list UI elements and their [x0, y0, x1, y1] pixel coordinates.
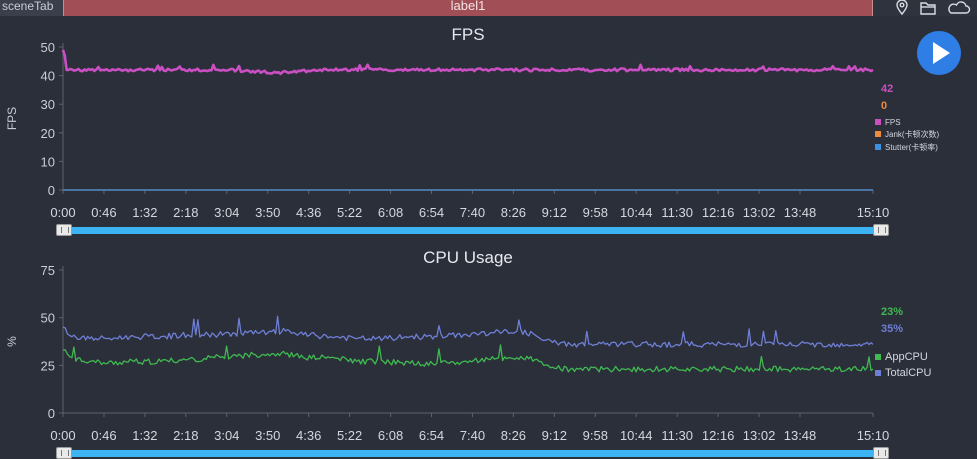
x-tick-label-1: 0:46: [91, 428, 116, 443]
x-tick-label-0: 0:46: [91, 205, 116, 220]
fps-slider-end-handle[interactable]: [873, 224, 889, 236]
x-tick-label-0: 2:18: [173, 205, 198, 220]
x-tick-label-1: 0:00: [50, 428, 75, 443]
y-tick-label-1: 0: [48, 406, 55, 421]
cloud-icon[interactable]: [948, 1, 971, 14]
label-banner: label1: [63, 0, 873, 16]
y-tick-label-0: 20: [41, 126, 55, 141]
x-tick-label-1: 9:58: [583, 428, 608, 443]
x-tick-label-0: 13:02: [743, 205, 776, 220]
top-icons: [896, 0, 971, 16]
series-line-0-0: [61, 49, 874, 76]
y-axis-label-0: FPS: [5, 107, 19, 130]
current-value-0: 42: [881, 83, 893, 95]
legend-swatch-0-1: [875, 131, 881, 137]
x-tick-label-0: 13:48: [784, 205, 817, 220]
chart-title-1: CPU Usage: [423, 248, 513, 267]
x-tick-label-1: 10:44: [620, 428, 653, 443]
x-tick-label-1: 3:50: [255, 428, 280, 443]
x-tick-label-0: 6:54: [419, 205, 444, 220]
y-tick-label-1: 50: [41, 311, 55, 326]
y-tick-label-1: 75: [41, 263, 55, 278]
y-axis-label-1: %: [5, 336, 19, 347]
x-tick-label-0: 3:50: [255, 205, 280, 220]
x-tick-label-1: 2:18: [173, 428, 198, 443]
x-tick-label-1: 13:02: [743, 428, 776, 443]
x-tick-label-1: 8:26: [501, 428, 526, 443]
current-value-1: 23%: [881, 306, 903, 318]
legend-swatch-1-1: [875, 370, 881, 376]
current-value-1: 35%: [881, 323, 903, 335]
x-tick-label-0: 11:30: [661, 205, 693, 220]
series-line-1-1: [62, 315, 874, 348]
y-tick-label-1: 25: [41, 358, 55, 373]
x-tick-label-1: 12:16: [702, 428, 735, 443]
folder-icon[interactable]: [920, 2, 936, 15]
play-button[interactable]: [917, 31, 961, 75]
x-tick-label-0: 8:26: [501, 205, 526, 220]
x-tick-label-0: 4:36: [296, 205, 321, 220]
legend-label-0-2: Stutter(卡顿率): [885, 142, 938, 152]
legend-swatch-1-0: [875, 354, 881, 360]
x-tick-label-0: 7:40: [460, 205, 485, 220]
x-tick-label-1: 11:30: [661, 428, 693, 443]
play-icon: [933, 42, 950, 64]
x-tick-label-1: 4:36: [296, 428, 321, 443]
x-tick-label-1: 9:12: [542, 428, 567, 443]
cpu-slider-start-handle[interactable]: [56, 447, 72, 459]
x-tick-label-0: 15:10: [857, 205, 890, 220]
x-tick-label-0: 0:00: [50, 205, 75, 220]
legend-swatch-0-0: [875, 119, 881, 125]
legend-label-1-0: AppCPU: [885, 351, 928, 363]
legend-swatch-0-2: [875, 144, 881, 150]
scene-tab[interactable]: sceneTab: [0, 0, 64, 16]
fps-slider-start-handle[interactable]: [56, 224, 72, 236]
x-tick-label-1: 1:32: [132, 428, 157, 443]
x-tick-label-1: 7:40: [460, 428, 485, 443]
cpu-time-slider[interactable]: [66, 450, 878, 457]
x-tick-label-0: 9:12: [542, 205, 567, 220]
y-tick-label-0: 0: [48, 183, 55, 198]
y-tick-label-0: 50: [41, 40, 55, 55]
chart-title-0: FPS: [451, 25, 484, 44]
x-tick-label-1: 5:22: [337, 428, 362, 443]
x-tick-label-0: 6:08: [378, 205, 403, 220]
y-tick-label-0: 10: [41, 154, 55, 169]
current-value-0: 0: [881, 100, 887, 112]
x-tick-label-0: 12:16: [702, 205, 735, 220]
location-pin-icon[interactable]: [896, 0, 908, 16]
legend-label-0-1: Jank(卡顿次数): [885, 129, 940, 139]
fps-time-slider[interactable]: [66, 227, 878, 234]
x-tick-label-1: 3:04: [214, 428, 239, 443]
y-tick-label-0: 30: [41, 97, 55, 112]
x-tick-label-1: 6:08: [378, 428, 403, 443]
y-tick-label-0: 40: [41, 69, 55, 84]
series-line-1-0: [62, 344, 874, 373]
legend-label-1-1: TotalCPU: [885, 367, 932, 379]
cpu-slider-end-handle[interactable]: [873, 447, 889, 459]
x-tick-label-0: 1:32: [132, 205, 157, 220]
legend-label-0-0: FPS: [885, 118, 901, 127]
x-tick-label-1: 6:54: [419, 428, 444, 443]
x-tick-label-0: 3:04: [214, 205, 239, 220]
x-tick-label-0: 9:58: [583, 205, 608, 220]
x-tick-label-1: 15:10: [857, 428, 890, 443]
x-tick-label-0: 10:44: [620, 205, 653, 220]
x-tick-label-0: 5:22: [337, 205, 362, 220]
top-bar: sceneTab label1: [0, 0, 977, 16]
x-tick-label-1: 13:48: [784, 428, 817, 443]
